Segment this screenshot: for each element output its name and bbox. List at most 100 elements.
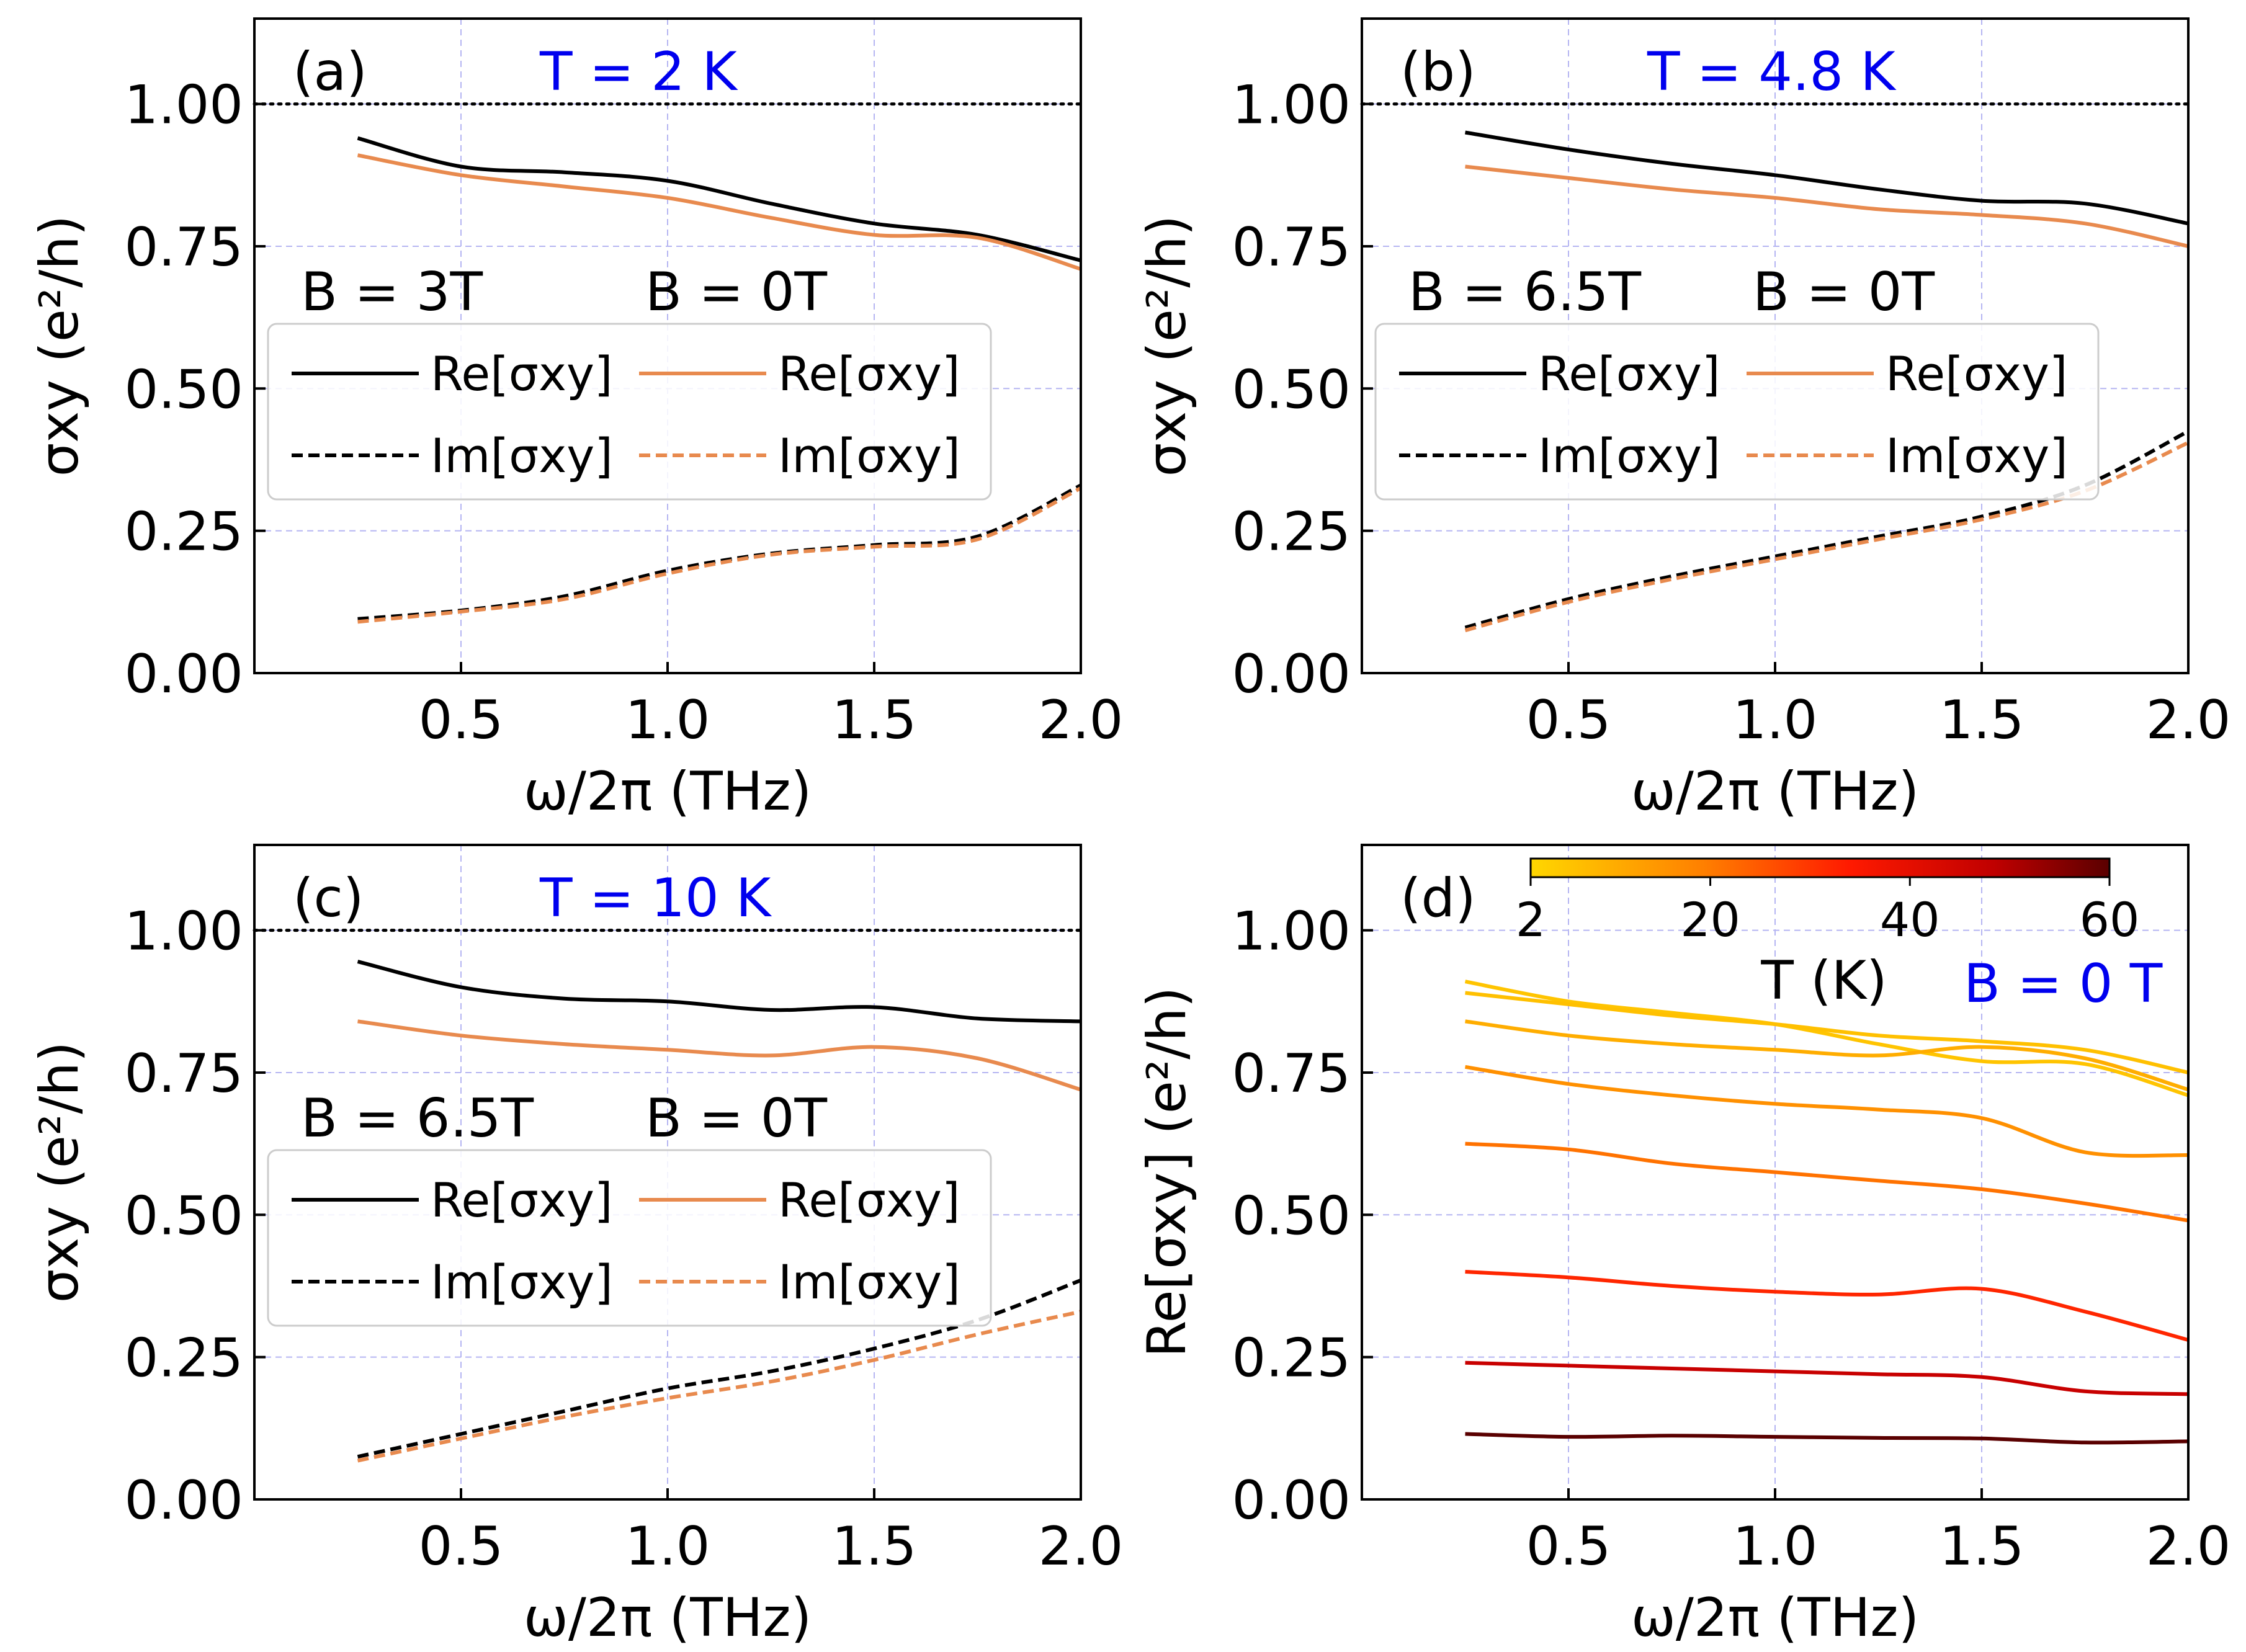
legend-label: Re[σxy] (1538, 346, 1720, 401)
legend-label: Im[σxy] (1886, 428, 2068, 483)
legend-column-header: B = 3T (301, 261, 483, 323)
y-tick-label: 0.75 (1232, 217, 1351, 279)
x-axis-title: ω/2π (THz) (524, 1587, 812, 1649)
legend-label: Re[σxy] (778, 1172, 960, 1228)
legend-label: Re[σxy] (1886, 346, 2068, 401)
y-tick-label: 0.50 (125, 1185, 243, 1247)
panel-annotation: T = 2 K (539, 41, 738, 103)
x-tick-label: 1.5 (832, 689, 917, 751)
x-axis-title: ω/2π (THz) (1631, 761, 1919, 823)
colorbar-tick-label: 20 (1680, 892, 1740, 947)
legend-column-header: B = 0T (1753, 261, 1935, 323)
y-tick-label: 0.00 (1232, 643, 1351, 705)
y-tick-label: 0.00 (1232, 1470, 1351, 1532)
x-tick-label: 1.5 (832, 1516, 917, 1578)
y-tick-label: 0.00 (125, 643, 243, 705)
x-tick-label: 1.0 (625, 689, 710, 751)
legend-box (267, 323, 992, 501)
series-line (357, 136, 1081, 262)
y-tick-label: 1.00 (125, 901, 243, 963)
x-tick-label: 2.0 (1039, 689, 1124, 751)
series-line (1465, 1270, 2189, 1342)
y-tick-label: 1.00 (125, 74, 243, 136)
series-line (357, 153, 1081, 271)
y-tick-label: 0.25 (1232, 1328, 1351, 1390)
y-tick-label: 0.75 (1232, 1043, 1351, 1105)
panel-letter: (c) (293, 867, 364, 929)
colorbar-title: T (K) (1760, 950, 1887, 1012)
x-tick-label: 1.0 (625, 1516, 710, 1578)
legend-label: Im[σxy] (1538, 428, 1720, 483)
x-tick-label: 2.0 (1039, 1516, 1124, 1578)
y-tick-label: 0.75 (125, 217, 243, 279)
legend-column-header: B = 6.5T (301, 1087, 534, 1150)
x-tick-label: 0.5 (1526, 1516, 1611, 1578)
series-line (1465, 130, 2189, 226)
panel-a: 0.5 1.0 1.5 2.0 0.00 0.25 0.50 0.75 1.00 ω/2π (TH… (29, 17, 1124, 823)
panel-annotation: T = 10 K (539, 867, 772, 929)
panel-annotation: B = 0 T (1964, 953, 2163, 1015)
legend-label: Im[σxy] (778, 1254, 960, 1310)
legend-column-header: B = 0T (645, 1087, 827, 1150)
legend-column-header: B = 0T (645, 261, 827, 323)
series-line (357, 1019, 1081, 1092)
y-tick-label: 0.50 (1232, 359, 1351, 421)
series-line (1464, 980, 2189, 1097)
y-axis-title: σxy (e²/h) (29, 215, 91, 477)
y-axis-title: σxy (e²/h) (29, 1042, 91, 1303)
colorbar-tick-label: 2 (1516, 892, 1546, 947)
colorbar (1529, 857, 2111, 878)
x-axis-title: ω/2π (THz) (524, 761, 812, 823)
panel-letter: (d) (1400, 867, 1476, 929)
panel-letter: (b) (1400, 41, 1476, 103)
x-tick-label: 2.0 (2146, 1516, 2231, 1578)
legend-label: Re[σxy] (431, 346, 613, 401)
x-tick-label: 1.5 (1940, 1516, 2025, 1578)
series-line (1465, 1065, 2189, 1158)
y-tick-label: 0.50 (1232, 1185, 1351, 1247)
panel-b: 0.5 1.0 1.5 2.0 0.00 0.25 0.50 0.75 1.00 ω/2π (TH… (1136, 17, 2231, 823)
legend-label: Im[σxy] (431, 1254, 613, 1310)
series-line (357, 486, 1082, 624)
y-tick-label: 0.25 (1232, 501, 1351, 563)
x-tick-label: 1.0 (1733, 1516, 1818, 1578)
y-tick-label: 1.00 (1232, 74, 1351, 136)
x-tick-label: 0.5 (419, 1516, 504, 1578)
series-line (1465, 1360, 2189, 1396)
colorbar-tick-label: 60 (2080, 892, 2140, 947)
legend-label: Re[σxy] (778, 346, 960, 401)
y-tick-label: 0.00 (125, 1470, 243, 1532)
panel-c: 0.5 1.0 1.5 2.0 0.00 0.25 0.50 0.75 1.00 ω/2π (TH… (29, 844, 1124, 1649)
series-line (357, 960, 1081, 1024)
y-axis-title: σxy (e²/h) (1136, 215, 1198, 477)
y-tick-label: 0.50 (125, 359, 243, 421)
x-tick-label: 2.0 (2146, 689, 2231, 751)
series-line (357, 1310, 1081, 1463)
legend-label: Im[σxy] (431, 428, 613, 483)
x-axis-title: ω/2π (THz) (1631, 1587, 1919, 1649)
y-tick-label: 0.25 (125, 501, 243, 563)
series-line (1465, 1141, 2189, 1223)
x-tick-label: 0.5 (419, 689, 504, 751)
x-tick-label: 1.0 (1733, 689, 1818, 751)
series-line (1465, 164, 2189, 248)
y-tick-label: 0.75 (125, 1043, 243, 1105)
series-line (1465, 1019, 2189, 1092)
y-tick-label: 0.25 (125, 1328, 243, 1390)
legend-box (267, 1149, 992, 1327)
panel-annotation: T = 4.8 K (1647, 41, 1897, 103)
panel-letter: (a) (293, 41, 367, 103)
series-line (1465, 991, 2189, 1074)
x-tick-label: 1.5 (1940, 689, 2025, 751)
legend-column-header: B = 6.5T (1408, 261, 1642, 323)
y-axis-title: Re[σxy] (e²/h) (1136, 987, 1198, 1358)
legend-label: Re[σxy] (431, 1172, 613, 1228)
y-tick-label: 1.00 (1232, 901, 1351, 963)
legend-label: Im[σxy] (778, 428, 960, 483)
panel-d: 0.5 1.0 1.5 2.0 0.00 0.25 0.50 0.75 1.00 ω/2π (TH… (1136, 844, 2231, 1649)
series-line (1465, 1432, 2189, 1445)
legend-box (1374, 323, 2100, 501)
colorbar-tick-label: 40 (1880, 892, 1940, 947)
x-tick-label: 0.5 (1526, 689, 1611, 751)
